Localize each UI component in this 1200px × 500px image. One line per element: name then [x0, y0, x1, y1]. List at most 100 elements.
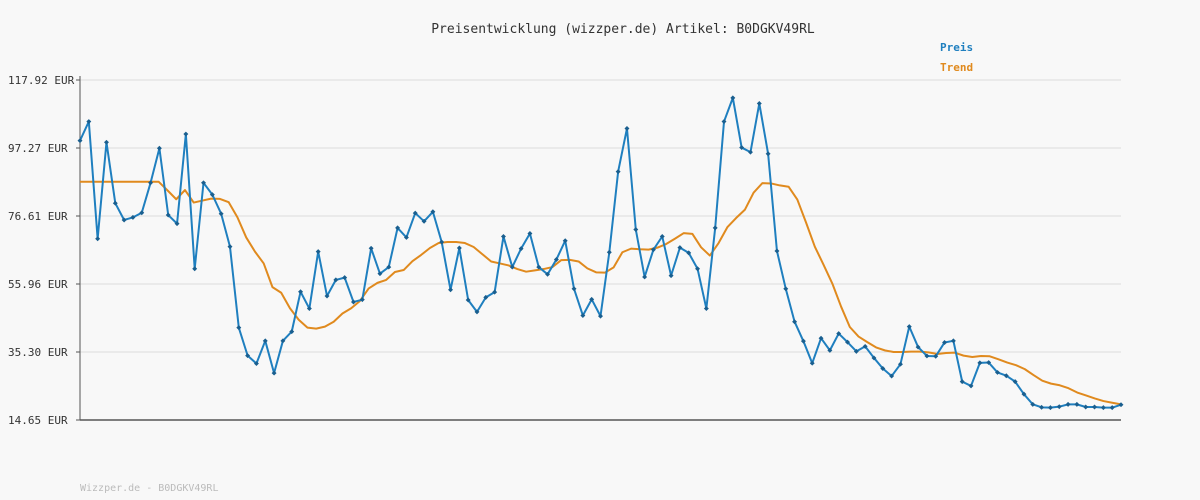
preis-point: [315, 249, 321, 255]
preis-point: [545, 271, 551, 277]
preis-point: [474, 309, 480, 315]
y-tick-label: 76.61 EUR: [8, 210, 68, 223]
preis-point: [950, 338, 956, 344]
preis-point: [324, 293, 330, 299]
preis-point: [1047, 405, 1053, 411]
preis-point: [165, 212, 171, 218]
preis-point: [809, 360, 815, 366]
preis-point: [853, 348, 859, 354]
preis-point: [906, 324, 912, 330]
preis-point: [280, 338, 286, 344]
preis-point: [633, 227, 639, 233]
preis-point: [183, 131, 189, 137]
preis-point: [227, 244, 233, 250]
preis-point: [218, 211, 224, 217]
y-tick-label: 14.65 EUR: [8, 414, 68, 427]
y-tick-label: 55.96 EUR: [8, 278, 68, 291]
preis-point: [800, 338, 806, 344]
preis-point: [836, 331, 842, 337]
legend-preis-label: Preis: [940, 41, 973, 54]
preis-point: [1092, 404, 1098, 410]
preis-point: [500, 233, 506, 239]
preis-point: [730, 95, 736, 101]
preis-point: [615, 169, 621, 175]
preis-point: [351, 299, 356, 305]
preis-point: [1118, 402, 1124, 408]
preis-point: [456, 245, 462, 251]
preis-point: [236, 325, 242, 331]
preis-point: [747, 149, 753, 155]
preis-point: [845, 339, 850, 345]
preis-point: [209, 192, 215, 198]
preis-point: [103, 139, 109, 145]
preis-point: [677, 245, 683, 251]
preis-point: [333, 277, 339, 283]
preis-point: [968, 383, 974, 389]
preis-point: [77, 138, 83, 144]
preis-point: [509, 264, 515, 270]
preis-point: [139, 210, 145, 216]
legend: Preis Trend: [940, 41, 973, 74]
trend-series: [80, 180, 1122, 406]
preis-point: [942, 339, 948, 345]
preis-point: [995, 369, 1000, 375]
preis-point: [668, 273, 674, 279]
preis-point: [439, 239, 445, 245]
legend-trend-label: Trend: [940, 61, 973, 74]
preis-point: [933, 353, 939, 359]
preis-point: [148, 180, 154, 186]
preis-point: [245, 353, 251, 359]
preis-point: [1030, 401, 1036, 407]
preis-point: [342, 275, 348, 281]
preis-point: [598, 313, 603, 319]
preis-point: [915, 344, 921, 350]
preis-point: [977, 360, 983, 366]
axes: [79, 76, 1121, 421]
preis-point: [818, 335, 824, 341]
preis-point: [659, 233, 665, 239]
preis-series: [77, 95, 1124, 411]
preis-point: [1100, 405, 1106, 411]
preis-point: [571, 286, 577, 292]
preis-point: [421, 218, 427, 224]
preis-point: [695, 266, 701, 272]
preis-point: [739, 145, 745, 151]
preis-point: [1003, 373, 1009, 379]
preis-point: [483, 294, 489, 300]
y-tick-label: 97.27 EUR: [8, 142, 68, 155]
preis-point: [298, 289, 304, 295]
preis-point: [386, 264, 392, 270]
preis-point: [359, 297, 365, 303]
preis-point: [1083, 404, 1089, 410]
preis-point: [518, 246, 524, 252]
y-axis-ticks: 117.92 EUR 97.27 EUR 76.61 EUR 55.96 EUR 35.…: [8, 74, 80, 427]
preis-point: [721, 119, 727, 125]
preis-point: [774, 248, 780, 254]
preis-line: [79, 96, 1122, 409]
preis-point: [1012, 379, 1018, 385]
preis-point: [412, 210, 418, 216]
y-tick-label: 117.92 EUR: [8, 74, 75, 87]
preis-point: [262, 338, 268, 344]
preis-point: [527, 231, 533, 236]
preis-point: [1056, 404, 1062, 410]
preis-point: [86, 119, 92, 125]
preis-point: [783, 286, 789, 292]
preis-point: [889, 373, 895, 379]
preis-point: [448, 287, 454, 293]
preis-point: [924, 353, 930, 359]
preis-point: [121, 217, 127, 223]
preis-point: [395, 225, 401, 231]
preis-point: [562, 238, 568, 244]
preis-point: [1039, 404, 1045, 410]
preis-point: [553, 257, 559, 262]
preis-point: [792, 319, 798, 325]
preis-point: [624, 125, 630, 131]
preis-point: [580, 312, 586, 318]
preis-point: [377, 271, 383, 277]
preis-point: [897, 361, 903, 367]
preis-point: [712, 225, 718, 231]
preis-point: [289, 329, 295, 335]
preis-point: [871, 355, 877, 361]
